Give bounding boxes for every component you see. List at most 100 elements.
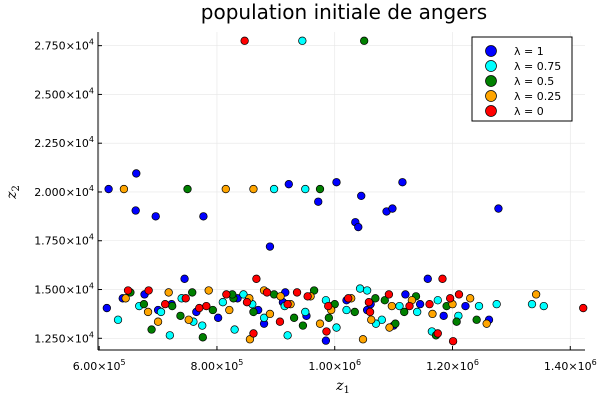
x-axis-label-main: z (335, 378, 344, 394)
data-point (183, 184, 192, 194)
data-point (357, 191, 366, 201)
y-tick-label-base: ×10 (66, 186, 89, 199)
x-tick-label-exponent: 6 (356, 358, 361, 367)
y-tick-label: 2.000×104 (34, 184, 94, 199)
data-point (350, 307, 359, 317)
data-point (358, 335, 368, 344)
legend-label: λ = 0.75 (514, 60, 561, 73)
data-point (324, 301, 333, 311)
data-point (371, 294, 380, 303)
data-point (388, 204, 397, 213)
data-point (198, 333, 207, 342)
data-point (104, 184, 113, 194)
legend-item: λ = 0.75 (485, 60, 561, 73)
data-point (494, 204, 503, 213)
data-point (131, 206, 140, 215)
data-point (283, 331, 292, 340)
y-tick-label: 2.250×104 (34, 135, 94, 150)
y-tick-label-mantissa: 1.750 (34, 235, 66, 248)
x-axis-label: z1 (335, 378, 350, 396)
y-tick-label-mantissa: 1.250 (34, 332, 66, 345)
legend-label: λ = 0.5 (514, 75, 554, 88)
y-tick-label-exponent: 4 (89, 38, 94, 47)
data-point (448, 337, 458, 346)
legend-marker (485, 45, 497, 57)
y-tick-label-exponent: 4 (89, 233, 94, 242)
legend-item: λ = 1 (485, 45, 544, 58)
legend-marker (485, 90, 497, 102)
y-tick-label-mantissa: 2.500 (34, 88, 66, 101)
y-axis-label-subscript: 2 (11, 185, 22, 191)
data-point (275, 317, 285, 326)
data-point (425, 300, 434, 309)
data-point (298, 36, 307, 45)
data-point (301, 307, 310, 317)
data-point (360, 36, 369, 45)
data-point (315, 319, 325, 328)
data-point (452, 317, 461, 326)
data-point (249, 307, 258, 317)
y-tick-label-exponent: 4 (89, 330, 94, 339)
data-point (322, 327, 331, 336)
x-tick-label-base: ×10 (333, 360, 356, 373)
data-point (303, 292, 312, 301)
data-point (472, 315, 481, 324)
data-point (160, 300, 170, 309)
data-point (482, 319, 491, 328)
data-point (213, 313, 223, 322)
y-tick-label-mantissa: 2.000 (34, 186, 66, 199)
x-tick-label-mantissa: 1.40 (544, 360, 569, 373)
y-axis-label: z2 (4, 185, 22, 200)
data-point (184, 315, 193, 324)
data-point (438, 274, 447, 283)
y-tick-label-exponent: 4 (89, 86, 94, 95)
y-tick-label-exponent: 4 (89, 184, 94, 193)
data-point (208, 305, 217, 315)
data-points (102, 36, 588, 346)
data-point (332, 323, 341, 332)
y-tick-label-mantissa: 2.250 (34, 137, 66, 150)
data-point (324, 313, 333, 322)
data-point (230, 325, 239, 334)
legend-marker (485, 60, 497, 72)
x-tick-label-mantissa: 6.00 (73, 360, 98, 373)
legend-item: λ = 0.25 (485, 90, 561, 103)
data-point (164, 288, 173, 297)
data-point (123, 286, 133, 295)
data-point (445, 294, 455, 303)
series-4 (123, 36, 588, 346)
data-point (249, 329, 258, 338)
data-point (401, 290, 410, 299)
data-point (222, 290, 231, 299)
legend-item: λ = 0.5 (485, 75, 554, 88)
y-tick-label: 2.500×104 (34, 86, 94, 101)
x-tick-label-base: ×10 (97, 360, 120, 373)
data-point (283, 300, 292, 309)
y-axis-label-main: z (4, 191, 20, 200)
data-point (400, 307, 409, 317)
x-axis-label-subscript: 1 (344, 385, 350, 396)
data-point (354, 222, 363, 232)
data-point (405, 301, 414, 311)
y-tick-label-mantissa: 1.500 (34, 284, 66, 297)
data-point (156, 307, 166, 317)
legend: λ = 1 λ = 0.75 λ = 0.5 λ = 0.25 λ = 0 (471, 36, 573, 122)
data-point (102, 303, 111, 313)
data-point (415, 300, 425, 309)
y-ticks: 1.250×1041.500×1041.750×1042.000×1042.25… (34, 38, 102, 345)
series-1 (113, 36, 548, 340)
y-tick-label-base: ×10 (66, 88, 89, 101)
data-point (344, 294, 353, 303)
data-point (204, 286, 213, 295)
data-point (362, 286, 372, 295)
data-point (321, 336, 331, 345)
data-point (284, 180, 293, 189)
x-tick-label-mantissa: 8.00 (191, 360, 216, 373)
y-tick-label-base: ×10 (66, 235, 89, 248)
data-point (387, 301, 396, 311)
data-point (265, 242, 275, 251)
data-point (342, 305, 351, 315)
data-point (531, 290, 541, 299)
data-point (259, 313, 269, 322)
